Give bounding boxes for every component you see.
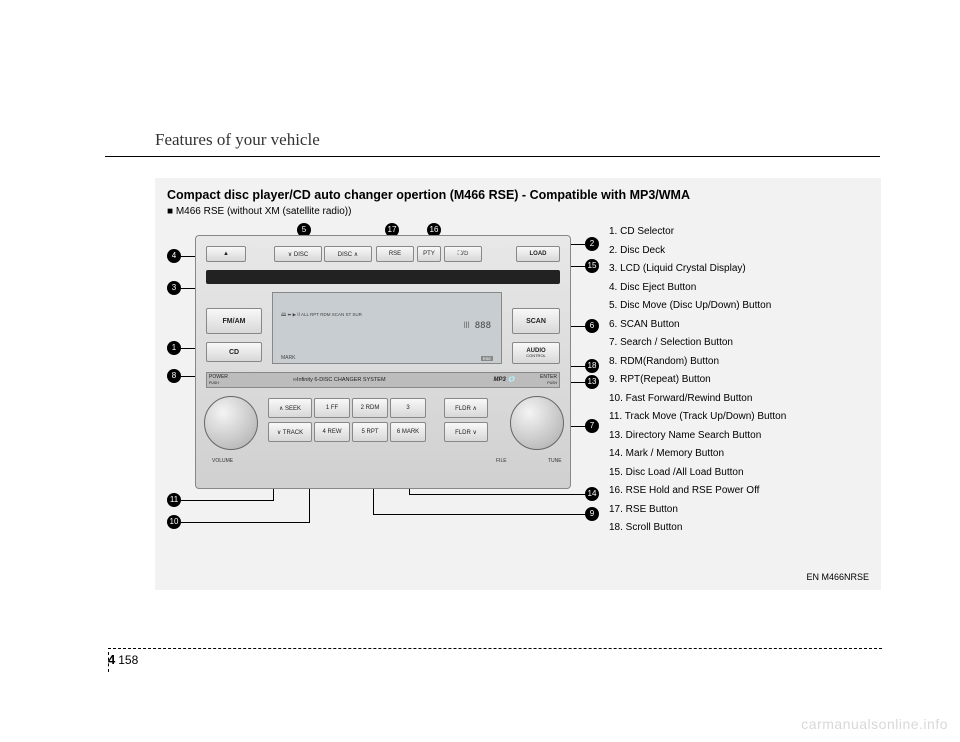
ff-button: 1 FF xyxy=(314,398,350,418)
leader xyxy=(373,514,585,515)
page-number-rule xyxy=(108,648,882,649)
fldr-dn-button: FLDR ∨ xyxy=(444,422,488,442)
list-item: 13. Directory Name Search Button xyxy=(609,427,869,446)
list-item: 7. Search / Selection Button xyxy=(609,334,869,353)
list-item: 8. RDM(Random) Button xyxy=(609,353,869,372)
fm-am-button: FM/AM xyxy=(206,308,262,334)
figure-code: EN M466NRSE xyxy=(806,572,869,582)
chapter-number: 4 xyxy=(108,652,115,667)
header-rule xyxy=(105,156,880,157)
rew-button: 4 REW xyxy=(314,422,350,442)
leader xyxy=(181,500,273,501)
list-item: 11. Track Move (Track Up/Down) Button xyxy=(609,408,869,427)
callout-13: 13 xyxy=(585,375,599,389)
enter-label: ENTER xyxy=(540,374,557,380)
cd-button: CD xyxy=(206,342,262,362)
rdm-button: 2 RDM xyxy=(352,398,388,418)
enter-push: PUSH xyxy=(547,381,557,385)
audio-control-button: AUDIO CONTROL xyxy=(512,342,560,364)
scan-button: SCAN xyxy=(512,308,560,334)
callout-1: 1 xyxy=(167,341,181,355)
list-item: 10. Fast Forward/Rewind Button xyxy=(609,390,869,409)
list-item: 1. CD Selector xyxy=(609,223,869,242)
radio-faceplate: ▲ ∨ DISC DISC ∧ RSE PTY ⛶/⏻ LOAD FM/AM C… xyxy=(195,235,571,489)
list-item: 3. LCD (Liquid Crystal Display) xyxy=(609,260,869,279)
lcd-display: 🕮 ⬌ ▶ ⅠⅠ ALL RPT RDM SCAN ST SUR ꔖ 888 M… xyxy=(272,292,502,364)
leader xyxy=(181,522,309,523)
mp3-label: MP3 💿 xyxy=(494,376,515,383)
figure-panel: Compact disc player/CD auto changer oper… xyxy=(155,178,881,590)
list-item: 6. SCAN Button xyxy=(609,316,869,335)
disc-up-button: DISC ∧ xyxy=(324,246,372,262)
file-label: FILE xyxy=(496,458,507,464)
leader xyxy=(409,494,585,495)
callout-6: 6 xyxy=(585,319,599,333)
page-no: 158 xyxy=(118,653,138,667)
callout-2: 2 xyxy=(585,237,599,251)
lcd-mark: MARK xyxy=(281,355,295,361)
callout-8: 8 xyxy=(167,369,181,383)
callout-9: 9 xyxy=(585,507,599,521)
fldr-up-button: FLDR ∧ xyxy=(444,398,488,418)
figure-subtitle: ■ M466 RSE (without XM (satellite radio)… xyxy=(155,204,881,223)
lcd-icons: 🕮 ⬌ ▶ ⅠⅠ ALL RPT RDM SCAN ST SUR xyxy=(281,311,362,319)
eject-button: ▲ xyxy=(206,246,246,262)
control-label: CONTROL xyxy=(526,354,546,358)
disc-slot xyxy=(206,270,560,284)
list-item: 5. Disc Move (Disc Up/Down) Button xyxy=(609,297,869,316)
callout-15: 15 xyxy=(585,259,599,273)
three-button: 3 xyxy=(390,398,426,418)
list-item: 4. Disc Eject Button xyxy=(609,279,869,298)
power-label: POWER xyxy=(209,374,228,380)
figure-title: Compact disc player/CD auto changer oper… xyxy=(155,178,881,204)
list-item: 18. Scroll Button xyxy=(609,519,869,538)
hold-button: ⛶/⏻ xyxy=(444,246,482,262)
callout-3: 3 xyxy=(167,281,181,295)
section-header: Features of your vehicle xyxy=(155,130,320,150)
list-item: 2. Disc Deck xyxy=(609,242,869,261)
list-item: 9. RPT(Repeat) Button xyxy=(609,371,869,390)
callout-10: 10 xyxy=(167,515,181,529)
system-strip: POWER PUSH ∞Infinity 6-DISC CHANGER SYST… xyxy=(206,372,560,388)
callout-4: 4 xyxy=(167,249,181,263)
volume-knob xyxy=(204,396,258,450)
system-label: ∞Infinity 6-DISC CHANGER SYSTEM xyxy=(293,377,386,383)
callout-11: 11 xyxy=(167,493,181,507)
lcd-freq: ꔖ 888 xyxy=(464,321,491,331)
radio-diagram: 5 17 16 4 3 1 8 11 10 2 15 xyxy=(167,223,599,535)
list-item: 17. RSE Button xyxy=(609,501,869,520)
callout-list: 1. CD Selector 2. Disc Deck 3. LCD (Liqu… xyxy=(609,223,869,538)
list-item: 14. Mark / Memory Button xyxy=(609,445,869,464)
rpt-button: 5 RPT xyxy=(352,422,388,442)
callout-14: 14 xyxy=(585,487,599,501)
rse-button: RSE xyxy=(376,246,414,262)
disc-down-button: ∨ DISC xyxy=(274,246,322,262)
tune-knob xyxy=(510,396,564,450)
list-item: 16. RSE Hold and RSE Power Off xyxy=(609,482,869,501)
lcd-rse: RSE xyxy=(481,356,493,361)
callout-7: 7 xyxy=(585,419,599,433)
list-item: 15. Disc Load /All Load Button xyxy=(609,464,869,483)
pty-button: PTY xyxy=(417,246,441,262)
watermark: carmanualsonline.info xyxy=(801,716,948,732)
track-button: ∨ TRACK xyxy=(268,422,312,442)
tune-label: TUNE xyxy=(548,458,562,464)
callout-18: 18 xyxy=(585,359,599,373)
mark6-button: 6 MARK xyxy=(390,422,426,442)
power-push: PUSH xyxy=(209,381,219,385)
volume-label: VOLUME xyxy=(212,458,233,464)
load-button: LOAD xyxy=(516,246,560,262)
page-number: 4 158 xyxy=(108,652,138,667)
seek-button: ∧ SEEK xyxy=(268,398,312,418)
